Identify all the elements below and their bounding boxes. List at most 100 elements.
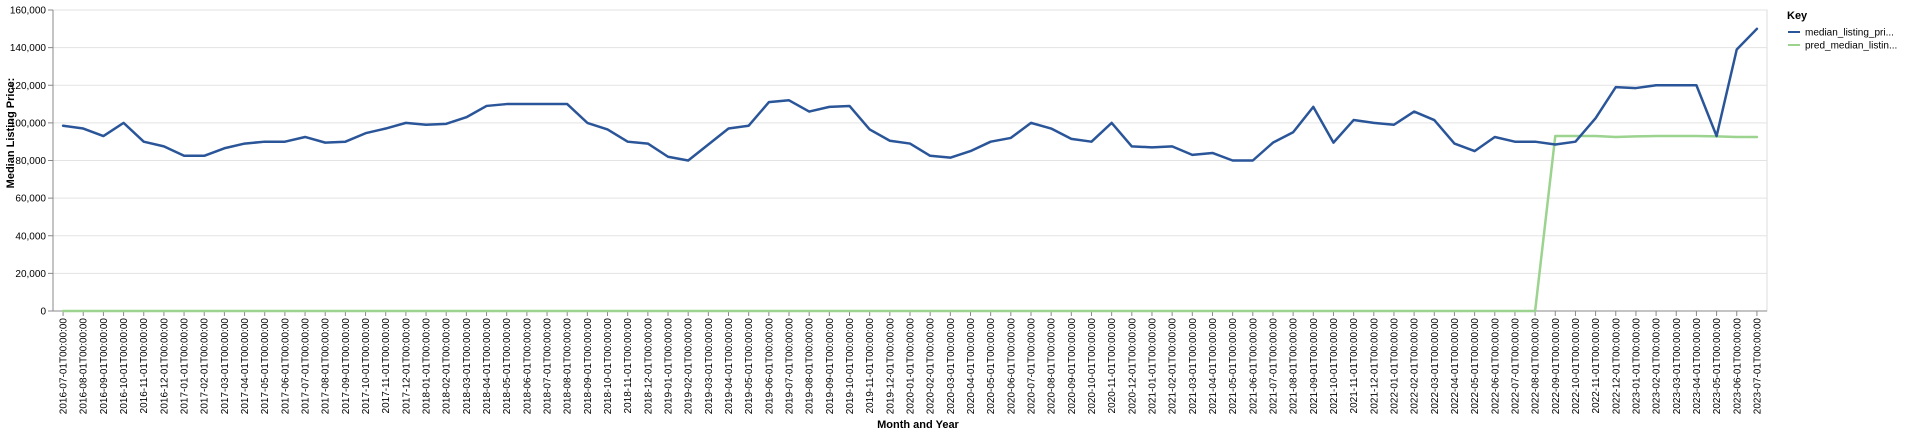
- x-tick-label: 2017-11-01T00:00:00: [381, 318, 392, 414]
- y-tick-label: 100,000: [10, 118, 47, 129]
- x-tick-label: 2022-09-01T00:00:00: [1551, 318, 1562, 415]
- y-axis: 0 20,000 40,000 60,000 80,000 100,000 120,000 1…: [10, 6, 54, 318]
- x-tick-label: 2016-07-01T00:00:00: [59, 318, 70, 415]
- x-tick-label: 2018-10-01T00:00:00: [603, 318, 614, 415]
- x-tick-label: 2021-01-01T00:00:00: [1147, 318, 1158, 415]
- x-tick-label: 2020-04-01T00:00:00: [966, 318, 977, 415]
- x-tick-label: 2020-08-01T00:00:00: [1047, 318, 1058, 415]
- x-tick-label: 2021-07-01T00:00:00: [1268, 318, 1279, 415]
- x-tick-label: 2021-11-01T00:00:00: [1349, 318, 1360, 414]
- x-tick-label: 2019-06-01T00:00:00: [764, 318, 775, 415]
- x-tick-label: 2017-10-01T00:00:00: [361, 318, 372, 415]
- y-tick-label: 0: [40, 307, 46, 318]
- x-tick-label: 2018-02-01T00:00:00: [442, 318, 453, 415]
- x-tick-label: 2017-04-01T00:00:00: [240, 318, 251, 415]
- x-tick-label: 2022-06-01T00:00:00: [1490, 318, 1501, 415]
- x-tick-label: 2021-04-01T00:00:00: [1208, 318, 1219, 415]
- x-tick-label: 2018-03-01T00:00:00: [462, 318, 473, 415]
- x-tick-label: 2019-12-01T00:00:00: [885, 318, 896, 415]
- series-line-2: [61, 134, 1759, 313]
- x-tick-label: 2021-02-01T00:00:00: [1168, 318, 1179, 415]
- x-tick-label: 2018-07-01T00:00:00: [543, 318, 554, 415]
- x-tick-label: 2017-02-01T00:00:00: [200, 318, 211, 415]
- x-tick-label: 2022-02-01T00:00:00: [1410, 318, 1421, 415]
- x-tick-label: 2020-07-01T00:00:00: [1026, 318, 1037, 415]
- x-tick-label: 2020-02-01T00:00:00: [926, 318, 937, 415]
- x-tick-label: 2020-12-01T00:00:00: [1127, 318, 1138, 415]
- x-tick-label: 2021-12-01T00:00:00: [1369, 318, 1380, 415]
- x-tick-label: 2019-01-01T00:00:00: [664, 318, 675, 415]
- x-tick-label: 2022-04-01T00:00:00: [1450, 318, 1461, 415]
- x-tick-label: 2022-08-01T00:00:00: [1531, 318, 1542, 415]
- x-tick-label: 2023-04-01T00:00:00: [1692, 318, 1703, 415]
- y-tick-label: 160,000: [10, 6, 47, 17]
- x-tick-label: 2022-11-01T00:00:00: [1591, 318, 1602, 414]
- x-tick-label: 2018-08-01T00:00:00: [563, 318, 574, 415]
- x-tick-label: 2019-05-01T00:00:00: [744, 318, 755, 415]
- x-tick-label: 2017-01-01T00:00:00: [180, 318, 191, 415]
- x-tick-label: 2021-05-01T00:00:00: [1228, 318, 1239, 415]
- x-axis-title: Month and Year: [877, 419, 959, 431]
- x-tick-label: 2017-09-01T00:00:00: [341, 318, 352, 415]
- x-tick-label: 2020-05-01T00:00:00: [986, 318, 997, 415]
- x-tick-label: 2018-09-01T00:00:00: [583, 318, 594, 415]
- x-tick-label: 2021-03-01T00:00:00: [1188, 318, 1199, 415]
- legend-label: median_listing_pri...: [1805, 28, 1894, 39]
- x-tick-label: 2023-01-01T00:00:00: [1631, 318, 1642, 415]
- y-tick-label: 40,000: [15, 231, 46, 242]
- x-tick-label: 2020-03-01T00:00:00: [946, 318, 957, 415]
- y-gridlines: [52, 9, 1768, 312]
- x-tick-label: 2017-05-01T00:00:00: [260, 318, 271, 415]
- x-tick-label: 2022-05-01T00:00:00: [1470, 318, 1481, 415]
- x-tick-label: 2016-09-01T00:00:00: [99, 318, 110, 415]
- y-tick-label: 60,000: [15, 194, 46, 205]
- x-tick-label: 2020-01-01T00:00:00: [906, 318, 917, 415]
- legend: Key median_listing_pri... pred_median_lis…: [1787, 10, 1897, 52]
- x-tick-label: 2021-08-01T00:00:00: [1289, 318, 1300, 415]
- legend-label: pred_median_listin...: [1805, 41, 1897, 52]
- x-tick-label: 2020-09-01T00:00:00: [1067, 318, 1078, 415]
- y-tick-label: 120,000: [10, 81, 47, 92]
- x-tick-label: 2019-08-01T00:00:00: [805, 318, 816, 415]
- y-axis-title: Median Listing Price:: [5, 78, 17, 189]
- x-tick-label: 2020-11-01T00:00:00: [1107, 318, 1118, 414]
- x-tick-label: 2019-10-01T00:00:00: [845, 318, 856, 415]
- legend-title: Key: [1787, 10, 1808, 22]
- x-tick-label: 2019-03-01T00:00:00: [704, 318, 715, 415]
- x-tick-label: 2023-05-01T00:00:00: [1712, 318, 1723, 415]
- x-tick-label: 2017-12-01T00:00:00: [401, 318, 412, 415]
- y-tick-label: 80,000: [15, 156, 46, 167]
- x-tick-label: 2020-06-01T00:00:00: [1006, 318, 1017, 415]
- x-tick-label: 2022-10-01T00:00:00: [1571, 318, 1582, 415]
- x-tick-label: 2022-03-01T00:00:00: [1430, 318, 1441, 415]
- x-tick-label: 2023-02-01T00:00:00: [1652, 318, 1663, 415]
- y-tick-label: 140,000: [10, 43, 47, 54]
- x-tick-label: 2022-07-01T00:00:00: [1510, 318, 1521, 415]
- x-tick-label: 2021-09-01T00:00:00: [1309, 318, 1320, 415]
- x-tick-label: 2016-08-01T00:00:00: [79, 318, 90, 415]
- x-axis: 2016-07-01T00:00:00 2016-08-01T00:00:00 20…: [53, 310, 1767, 415]
- x-tick-label: 2016-11-01T00:00:00: [139, 318, 150, 414]
- x-tick-label: 2021-10-01T00:00:00: [1329, 318, 1340, 415]
- x-tick-label: 2018-04-01T00:00:00: [482, 318, 493, 415]
- series-lines: [61, 27, 1759, 313]
- series-line-1: [61, 27, 1759, 162]
- x-tick-label: 2016-12-01T00:00:00: [159, 318, 170, 415]
- x-tick-label: 2019-04-01T00:00:00: [724, 318, 735, 415]
- x-tick-label: 2020-10-01T00:00:00: [1087, 318, 1098, 415]
- x-tick-label: 2019-09-01T00:00:00: [825, 318, 836, 415]
- x-tick-label: 2023-06-01T00:00:00: [1732, 318, 1743, 415]
- x-tick-label: 2022-01-01T00:00:00: [1389, 318, 1400, 415]
- y-tick-label: 20,000: [15, 269, 46, 280]
- x-tick-label: 2022-12-01T00:00:00: [1611, 318, 1622, 415]
- x-tick-label: 2019-02-01T00:00:00: [684, 318, 695, 415]
- x-tick-label: 2018-12-01T00:00:00: [643, 318, 654, 415]
- x-tick-label: 2019-07-01T00:00:00: [785, 318, 796, 415]
- x-tick-label: 2017-08-01T00:00:00: [321, 318, 332, 415]
- x-tick-label: 2018-01-01T00:00:00: [422, 318, 433, 415]
- x-tick-label: 2023-03-01T00:00:00: [1672, 318, 1683, 415]
- x-tick-label: 2018-05-01T00:00:00: [502, 318, 513, 415]
- x-tick-label: 2018-06-01T00:00:00: [522, 318, 533, 415]
- x-tick-label: 2017-07-01T00:00:00: [301, 318, 312, 415]
- x-tick-label: 2021-06-01T00:00:00: [1248, 318, 1259, 415]
